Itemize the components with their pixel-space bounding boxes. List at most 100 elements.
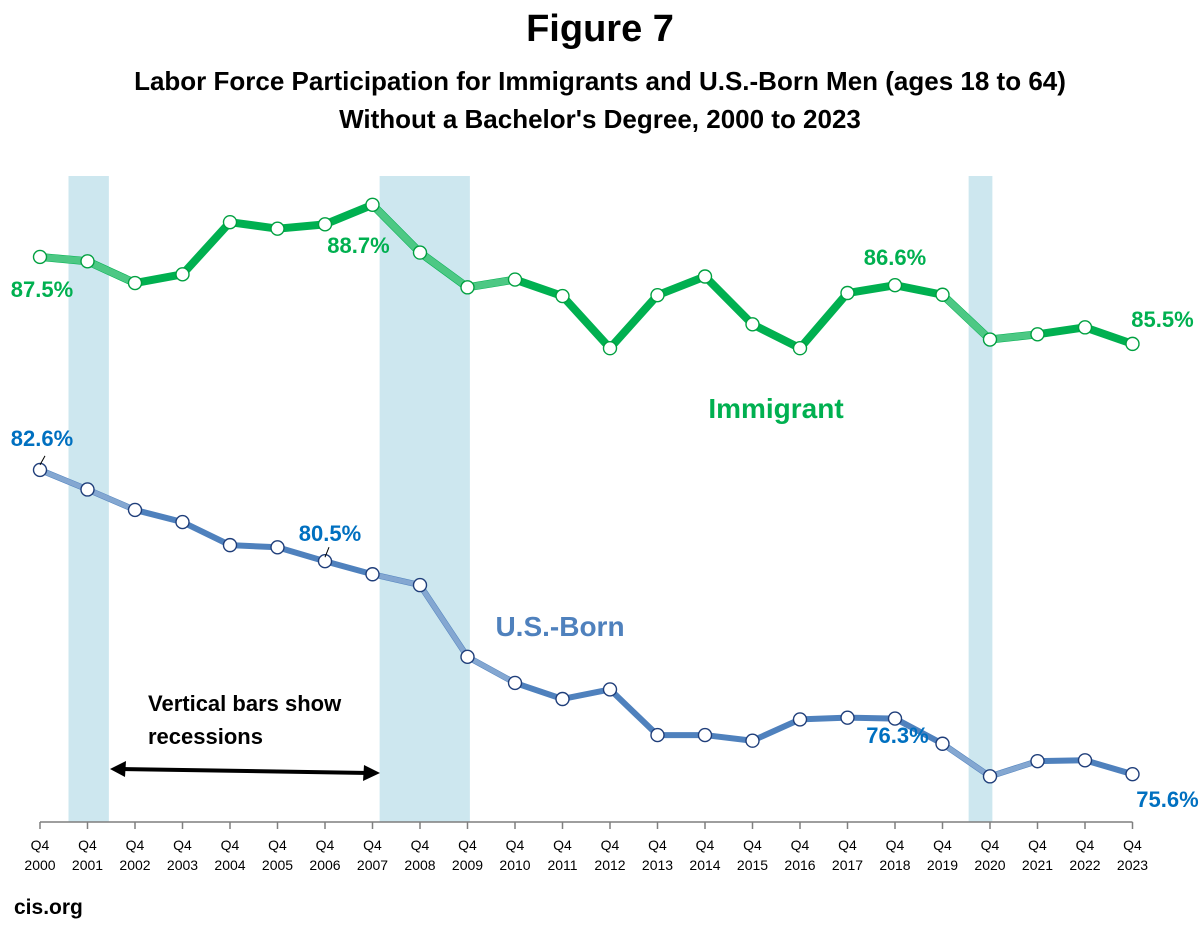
recession-segment-highlight bbox=[416, 249, 471, 291]
recession-segment-highlight bbox=[939, 291, 994, 344]
data-point-us-born bbox=[650, 727, 665, 743]
source-label: cis.org bbox=[14, 896, 83, 919]
data-point-immigrant bbox=[1077, 320, 1093, 335]
data-point-us-born bbox=[1077, 753, 1093, 768]
series-name-immigrant: Immigrant bbox=[708, 393, 843, 424]
data-point-immigrant bbox=[365, 197, 380, 212]
series-line-us-born bbox=[37, 466, 1136, 780]
data-point-us-born bbox=[745, 733, 760, 748]
x-tick-label: Q4 2022 bbox=[1069, 837, 1100, 873]
data-point-immigrant bbox=[555, 288, 570, 304]
data-label-immigrant: 87.5% bbox=[11, 277, 73, 302]
x-tick-label: Q4 2021 bbox=[1022, 837, 1053, 873]
data-point-us-born bbox=[792, 712, 808, 727]
x-tick-label: Q4 2002 bbox=[119, 837, 150, 873]
x-tick-label: Q4 2019 bbox=[927, 837, 958, 873]
x-tick-label: Q4 2000 bbox=[24, 837, 55, 873]
recession-segment-highlight bbox=[37, 467, 90, 492]
recession-band bbox=[968, 176, 993, 822]
data-point-us-born bbox=[982, 769, 998, 784]
data-label-us-born: 75.6% bbox=[1136, 787, 1198, 812]
data-label-us-born: 80.5% bbox=[299, 521, 361, 546]
x-axis: Q4 2000 Q4 2001 Q4 2002 Q4 2003 Q4 2004 Q4 2005 Q4 20… bbox=[24, 821, 1148, 873]
recession-note-line2: recessions bbox=[148, 724, 263, 749]
data-point-immigrant bbox=[840, 285, 855, 301]
x-tick-label: Q4 2017 bbox=[832, 837, 863, 873]
data-label-immigrant: 88.7% bbox=[327, 233, 389, 258]
data-point-immigrant bbox=[32, 249, 48, 265]
data-point-us-born bbox=[602, 682, 618, 697]
data-point-immigrant bbox=[175, 267, 190, 282]
x-tick-label: Q4 2009 bbox=[452, 837, 483, 873]
data-point-us-born bbox=[507, 675, 523, 691]
data-markers bbox=[32, 197, 1140, 784]
recession-segment-highlight bbox=[464, 276, 519, 291]
data-point-immigrant bbox=[412, 245, 428, 260]
data-point-us-born bbox=[935, 736, 950, 751]
x-tick-label: Q4 2020 bbox=[974, 837, 1005, 873]
x-tick-label: Q4 2015 bbox=[737, 837, 768, 873]
x-tick-label: Q4 2016 bbox=[784, 837, 815, 873]
data-labels: 87.5% 88.7% 86.6% 85.5% 82.6% 80.5% 76.3% 75.6% bbox=[11, 233, 1199, 812]
data-point-us-born bbox=[365, 567, 380, 582]
data-label-immigrant: 85.5% bbox=[1131, 307, 1193, 332]
series-name-us-born: U.S.-Born bbox=[495, 611, 624, 642]
label-leader bbox=[324, 547, 330, 558]
x-tick-label: Q4 2006 bbox=[309, 837, 340, 873]
data-point-immigrant bbox=[792, 341, 808, 356]
data-point-us-born bbox=[840, 710, 855, 725]
data-point-us-born bbox=[80, 482, 95, 497]
data-point-immigrant bbox=[127, 275, 143, 291]
data-point-us-born bbox=[175, 514, 190, 530]
data-point-immigrant bbox=[745, 317, 760, 332]
recession-note-line1: Vertical bars show bbox=[148, 691, 342, 716]
data-point-immigrant bbox=[507, 272, 523, 287]
data-point-us-born bbox=[460, 649, 475, 665]
data-point-immigrant bbox=[460, 280, 475, 295]
data-point-immigrant bbox=[697, 269, 713, 284]
x-tick-label: Q4 2023 bbox=[1117, 837, 1148, 873]
x-tick-label: Q4 2010 bbox=[499, 837, 530, 873]
x-tick-label: Q4 2018 bbox=[879, 837, 910, 873]
data-point-us-born bbox=[317, 554, 333, 569]
recession-segment-highlight bbox=[465, 654, 518, 686]
recession-segment-highlight bbox=[940, 741, 993, 779]
recession-segment-highlight bbox=[987, 758, 1040, 779]
label-leader bbox=[39, 455, 46, 466]
data-point-us-born bbox=[1030, 753, 1045, 769]
series-line-immigrant bbox=[36, 200, 1137, 353]
data-point-immigrant bbox=[982, 332, 998, 347]
recession-segment-highlight bbox=[85, 486, 138, 513]
data-point-us-born bbox=[555, 691, 570, 707]
data-label-us-born: 76.3% bbox=[866, 723, 928, 748]
x-tick-label: Q4 2011 bbox=[547, 837, 577, 873]
data-label-immigrant: 86.6% bbox=[864, 245, 926, 270]
series-lines bbox=[36, 200, 1137, 780]
x-tick-label: Q4 2001 bbox=[72, 837, 103, 873]
arrowhead-right-icon bbox=[363, 765, 380, 781]
data-point-immigrant bbox=[650, 287, 665, 303]
recession-note-arrow bbox=[120, 767, 370, 775]
data-point-immigrant bbox=[887, 277, 903, 293]
data-point-us-born bbox=[697, 727, 713, 743]
recession-band bbox=[379, 176, 470, 822]
recession-note: Vertical bars show recessions bbox=[110, 691, 380, 781]
x-tick-label: Q4 2005 bbox=[262, 837, 293, 873]
data-point-immigrant bbox=[602, 341, 618, 356]
recession-segment-highlight bbox=[36, 253, 91, 265]
data-label-us-born: 82.6% bbox=[11, 426, 73, 451]
data-point-us-born bbox=[1125, 766, 1140, 782]
recession-segment-highlight bbox=[370, 571, 423, 588]
data-point-immigrant bbox=[1030, 327, 1045, 342]
arrowhead-left-icon bbox=[110, 761, 126, 777]
chart-title: Labor Force Participation for Immigrants… bbox=[134, 66, 1066, 134]
data-point-immigrant bbox=[1125, 336, 1140, 352]
recession-segment-highlight bbox=[369, 201, 424, 257]
x-tick-label: Q4 2003 bbox=[167, 837, 198, 873]
x-tick-label: Q4 2008 bbox=[404, 837, 435, 873]
x-tick-label: Q4 2013 bbox=[642, 837, 673, 873]
x-tick-label: Q4 2012 bbox=[594, 837, 625, 873]
figure-label: Figure 7 bbox=[526, 8, 674, 50]
x-tick-label: Q4 2004 bbox=[214, 837, 245, 873]
